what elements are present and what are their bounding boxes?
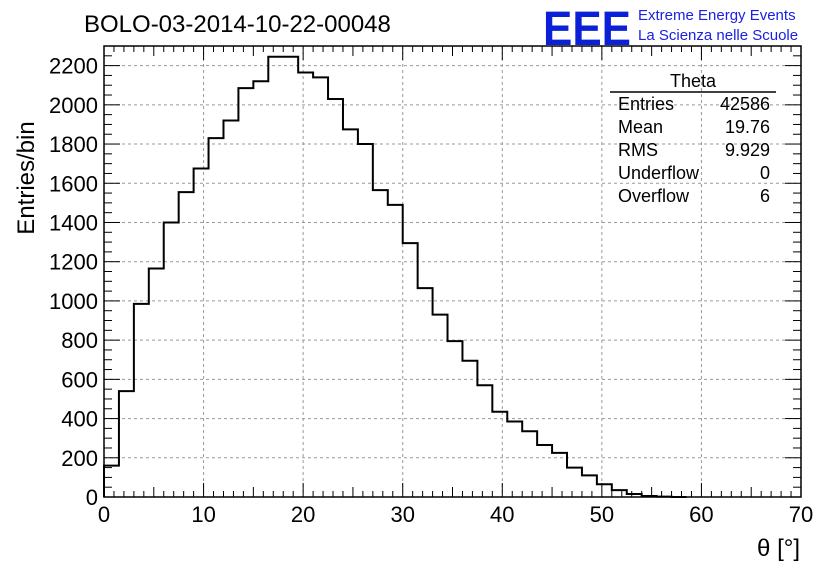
histogram-bin (134, 304, 149, 497)
histogram-bin (149, 269, 164, 497)
histogram-bin (343, 129, 358, 497)
histogram-bin (358, 144, 373, 497)
y-tick-label: 1400 (49, 210, 98, 235)
stats-title: Theta (670, 71, 717, 91)
histogram-bin (268, 57, 283, 497)
histogram-bin (164, 222, 179, 497)
x-tick-label: 50 (590, 502, 614, 527)
histogram-bin (507, 422, 522, 497)
histogram-bin (238, 88, 253, 497)
histogram-bin (373, 190, 388, 497)
stat-label-rms: RMS (618, 140, 658, 160)
x-tick-labels: 0 10 20 30 40 50 60 70 (98, 502, 813, 527)
x-tick-label: 10 (191, 502, 215, 527)
stats-box: Theta Entries 42586 Mean 19.76 RMS 9.929… (610, 71, 776, 206)
histogram-bin (104, 466, 119, 497)
stat-value-entries: 42586 (720, 94, 770, 114)
y-tick-label: 2000 (49, 93, 98, 118)
logo-line-2: La Scienza nelle Scuole (638, 27, 798, 44)
histogram-bin (567, 468, 582, 497)
stat-label-mean: Mean (618, 117, 663, 137)
plot-frame (103, 45, 802, 498)
eee-logo-icon: EEE (543, 3, 631, 56)
y-tick-label: 1800 (49, 132, 98, 157)
histogram-bin (537, 445, 552, 497)
histogram-bin (388, 205, 403, 497)
histogram-bin (552, 453, 567, 497)
logo-line-1: Extreme Energy Events (638, 7, 796, 24)
histogram-bin (179, 192, 194, 497)
histogram-bin (418, 288, 433, 497)
y-tick-label: 200 (61, 446, 98, 471)
histogram-bin (298, 72, 313, 497)
histogram-bins (104, 57, 672, 497)
histogram-bin (462, 361, 477, 497)
histogram-bin (492, 412, 507, 497)
histogram-bin (209, 138, 224, 497)
stat-label-overflow: Overflow (618, 186, 690, 206)
histogram-bin (119, 391, 134, 497)
histogram-bin (612, 490, 627, 497)
stat-value-overflow: 6 (760, 186, 770, 206)
histogram-bin (328, 99, 343, 497)
histogram-bin (433, 315, 448, 497)
histogram-bin (477, 385, 492, 497)
x-tick-label: 20 (291, 502, 315, 527)
chart-title: BOLO-03-2014-10-22-00048 (84, 11, 391, 38)
x-tick-label: 40 (490, 502, 514, 527)
histogram-bin (313, 77, 328, 497)
x-tick-label: 60 (689, 502, 713, 527)
grid (104, 46, 801, 497)
y-tick-label: 800 (61, 328, 98, 353)
stat-value-mean: 19.76 (725, 117, 770, 137)
stat-value-rms: 9.929 (725, 140, 770, 160)
histogram-bin (597, 484, 612, 497)
stat-label-underflow: Underflow (618, 163, 700, 183)
histogram-series (103, 55, 687, 498)
y-tick-label: 400 (61, 407, 98, 432)
y-tick-label: 1000 (49, 289, 98, 314)
x-axis-label: θ [°] (757, 535, 800, 562)
histogram-bin (283, 57, 298, 497)
histogram-bin (522, 431, 537, 497)
axis-ticks (103, 45, 802, 498)
x-tick-label: 0 (98, 502, 110, 527)
stat-label-entries: Entries (618, 94, 674, 114)
y-axis-label: Entries/bin (13, 121, 40, 234)
y-tick-label: 2200 (49, 54, 98, 79)
y-tick-labels: 0 200 400 600 800 1000 1200 1400 1600 1800 2000 220… (49, 54, 98, 510)
histogram-bin (223, 121, 238, 497)
histogram-bin (582, 475, 597, 497)
y-tick-label: 0 (86, 485, 98, 510)
y-tick-label: 1600 (49, 171, 98, 196)
stat-value-underflow: 0 (760, 163, 770, 183)
y-tick-label: 1200 (49, 250, 98, 275)
histogram-bin (194, 169, 209, 497)
x-tick-label: 30 (390, 502, 414, 527)
histogram-bin (403, 243, 418, 497)
y-tick-label: 600 (61, 367, 98, 392)
x-tick-label: 70 (789, 502, 813, 527)
